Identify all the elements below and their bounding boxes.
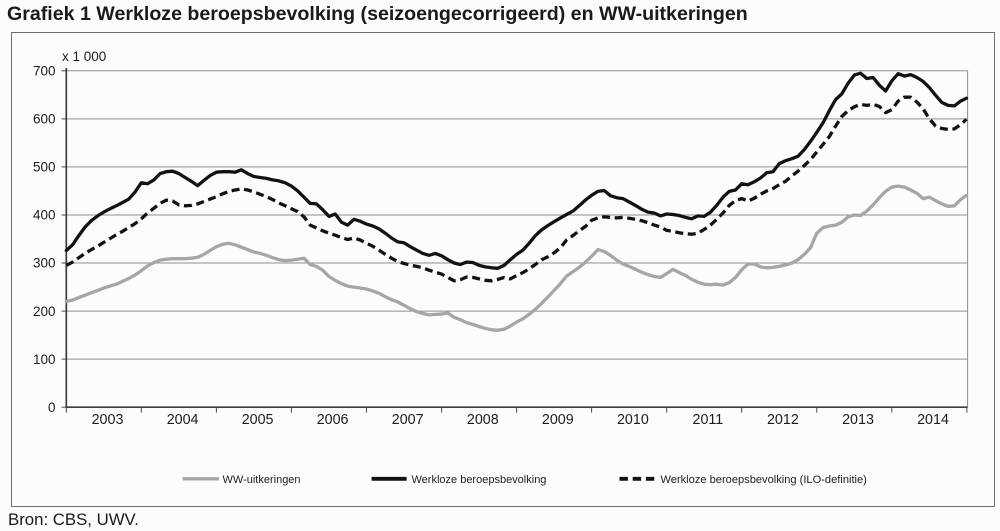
svg-text:200: 200	[33, 304, 56, 319]
svg-text:700: 700	[33, 64, 56, 79]
svg-text:100: 100	[33, 352, 56, 367]
svg-text:300: 300	[33, 256, 56, 271]
svg-text:WW-uitkeringen: WW-uitkeringen	[223, 474, 301, 486]
svg-text:2013: 2013	[842, 412, 874, 428]
svg-text:2011: 2011	[693, 412, 724, 428]
svg-text:x 1 000: x 1 000	[62, 49, 106, 64]
svg-text:2003: 2003	[92, 412, 124, 428]
svg-text:2014: 2014	[917, 412, 949, 428]
svg-text:2007: 2007	[392, 412, 424, 428]
svg-text:2010: 2010	[617, 412, 649, 428]
svg-text:0: 0	[48, 400, 56, 415]
svg-text:600: 600	[33, 112, 56, 127]
svg-text:2004: 2004	[167, 412, 199, 428]
svg-text:2012: 2012	[767, 412, 799, 428]
svg-text:500: 500	[33, 160, 56, 175]
svg-text:400: 400	[33, 208, 56, 223]
svg-text:2009: 2009	[542, 412, 574, 428]
svg-text:2005: 2005	[242, 412, 274, 428]
svg-text:Werkloze beroepsbevolking (ILO: Werkloze beroepsbevolking (ILO-definitie…	[661, 474, 867, 486]
svg-text:Werkloze beroepsbevolking: Werkloze beroepsbevolking	[412, 474, 547, 486]
svg-text:2008: 2008	[467, 412, 499, 428]
svg-text:2006: 2006	[317, 412, 349, 428]
